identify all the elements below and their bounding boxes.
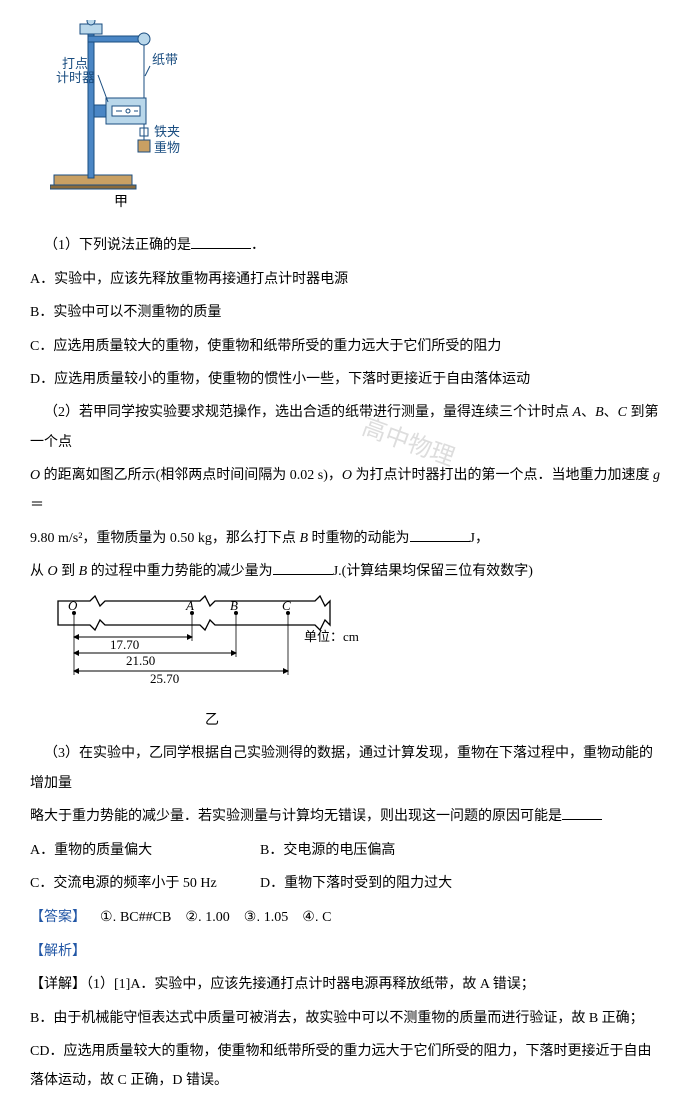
ans-2: 1.00: [205, 910, 230, 925]
ans-3: 1.05: [264, 910, 289, 925]
label-timer-1: 打点: [62, 56, 88, 71]
tape-d3: 25.70: [150, 671, 179, 686]
label-weight: 重物: [154, 140, 180, 155]
apparatus-svg: 打点 计时器 纸带 铁夹 重物 甲: [50, 20, 200, 210]
tape-d1: 17.70: [110, 637, 139, 652]
q2-B3: B: [79, 564, 88, 579]
explain-label-line: 【解析】: [30, 937, 662, 966]
ans-n4: ④.: [302, 908, 318, 924]
label-timer-2: 计时器: [56, 70, 95, 85]
tape-C: C: [282, 598, 291, 613]
tape-diagram: O A B C 17.70 21.50 25.70 单位：cm 乙: [50, 595, 662, 736]
q2-B2: B: [299, 531, 308, 546]
q2-s1: 、: [581, 405, 595, 420]
q2-B: B: [595, 405, 604, 420]
q2-O2: O: [342, 468, 356, 483]
q2-line2: O 的距离如图乙所示(相邻两点时间间隔为 0.02 s)，O 为打点计时器打出的…: [30, 461, 662, 520]
q2-l4d: J.(计算结果均保留三位有效数字): [333, 564, 533, 579]
q2-l3a: 9.80 m/s²，重物质量为 0.50 kg，那么打下点: [30, 531, 299, 546]
explain-p3: CD．应选用质量较大的重物，使重物和纸带所受的重力远大于它们所受的阻力，下落时更…: [30, 1037, 662, 1096]
q2-l3b: 时重物的动能为: [308, 531, 410, 546]
q2-line4: 从 O 到 B 的过程中重力势能的减少量为 J.(计算结果均保留三位有效数字): [30, 557, 662, 586]
label-clamp: 铁夹: [154, 124, 180, 139]
tape-B: B: [230, 598, 238, 613]
answer-line: 【答案】 ①. BC##CB ②. 1.00 ③. 1.05 ④. C: [30, 902, 662, 932]
q2-O3: O: [48, 564, 62, 579]
ans-4: C: [322, 910, 331, 925]
apparatus-figure: 打点 计时器 纸带 铁夹 重物 甲: [50, 20, 662, 221]
q2-eq: ＝: [30, 498, 44, 513]
q1-stem: （1）下列说法正确的是 ．: [30, 231, 662, 260]
q3-opt-D: D．重物下落时受到的阻力过大: [260, 869, 452, 898]
ans-1: BC##CB: [120, 910, 171, 925]
q1-opt-B: B．实验中可以不测重物的质量: [30, 298, 662, 327]
q2-J1: J，: [470, 531, 489, 546]
q2-g: g: [653, 468, 660, 483]
q3-opt-A: A．重物的质量偏大: [30, 836, 260, 865]
q2-line1: （2）若甲同学按实验要求规范操作，选出合适的纸带进行测量，量得连续三个计时点 A…: [30, 398, 662, 457]
tape-svg: O A B C 17.70 21.50 25.70 单位：cm: [50, 595, 390, 695]
q2-C: C: [618, 405, 627, 420]
tape-A: A: [185, 598, 194, 613]
q3-line2: 略大于重力势能的减少量．若实验测量与计算均无错误，则出现这一问题的原因可能是: [30, 802, 662, 831]
q1-opt-D: D．应选用质量较小的重物，使重物的惯性小一些，下落时更接近于自由落体运动: [30, 365, 662, 394]
q2-l4b: 到: [61, 564, 79, 579]
q3-line1: （3）在实验中，乙同学根据自己实验测得的数据，通过计算发现，重物在下落过程中，重…: [30, 739, 662, 798]
q2-l4c: 的过程中重力势能的减少量为: [87, 564, 273, 579]
q1-blank: [191, 235, 251, 249]
q1-stem-text: （1）下列说法正确的是: [44, 238, 191, 253]
q2-A: A: [573, 405, 582, 420]
tape-unit: 单位：cm: [304, 629, 359, 644]
q2-s2: 、: [604, 405, 618, 420]
detail-label: 【详解】: [30, 977, 86, 992]
q1-opt-C: C．应选用质量较大的重物，使重物和纸带所受的重力远大于它们所受的阻力: [30, 332, 662, 361]
q3-opt-C: C．交流电源的频率小于 50 Hz: [30, 869, 260, 898]
q2-l2b: 的距离如图乙所示(相邻两点时间间隔为 0.02 s)，: [44, 468, 342, 483]
apparatus-caption: 甲: [114, 195, 128, 210]
q2-O1: O: [30, 468, 44, 483]
q1-opt-A: A．实验中，应该先释放重物再接通打点计时器电源: [30, 265, 662, 294]
q2-l4a: 从: [30, 564, 48, 579]
tape-O: O: [68, 598, 78, 613]
label-tape: 纸带: [152, 52, 178, 67]
q2-line3: 9.80 m/s²，重物质量为 0.50 kg，那么打下点 B 时重物的动能为 J…: [30, 524, 662, 553]
q3-l2a: 略大于重力势能的减少量．若实验测量与计算均无错误，则出现这一问题的原因可能是: [30, 809, 562, 824]
explain-p1: 【详解】（1）[1]A．实验中，应该先接通打点计时器电源再释放纸带，故 A 错误…: [30, 970, 662, 999]
answer-label: 【答案】: [30, 910, 86, 925]
q2-l1a: （2）若甲同学按实验要求规范操作，选出合适的纸带进行测量，量得连续三个计时点: [44, 405, 573, 420]
q2-blank1: [410, 528, 470, 542]
ans-n1: ①.: [100, 908, 116, 924]
q3-opts-row2: C．交流电源的频率小于 50 Hz D．重物下落时受到的阻力过大: [30, 869, 662, 898]
tape-d2: 21.50: [126, 653, 155, 668]
q2-l2d: 为打点计时器打出的第一个点．当地重力加速度: [356, 468, 654, 483]
explain-p1-text: （1）[1]A．实验中，应该先接通打点计时器电源再释放纸带，故 A 错误；: [86, 977, 535, 992]
explain-label: 【解析】: [30, 944, 86, 959]
q3-blank: [562, 806, 602, 820]
ans-n3: ③.: [244, 908, 260, 924]
q3-opts-row1: A．重物的质量偏大 B．交电源的电压偏高: [30, 836, 662, 865]
q3-opt-B: B．交电源的电压偏高: [260, 836, 395, 865]
q2-blank2: [273, 561, 333, 575]
explain-p2: B．由于机械能守恒表达式中质量可被消去，故实验中可以不测重物的质量而进行验证，故…: [30, 1004, 662, 1033]
q1-period: ．: [251, 238, 265, 253]
ans-n2: ②.: [185, 908, 201, 924]
tape-caption: 乙: [205, 706, 662, 735]
